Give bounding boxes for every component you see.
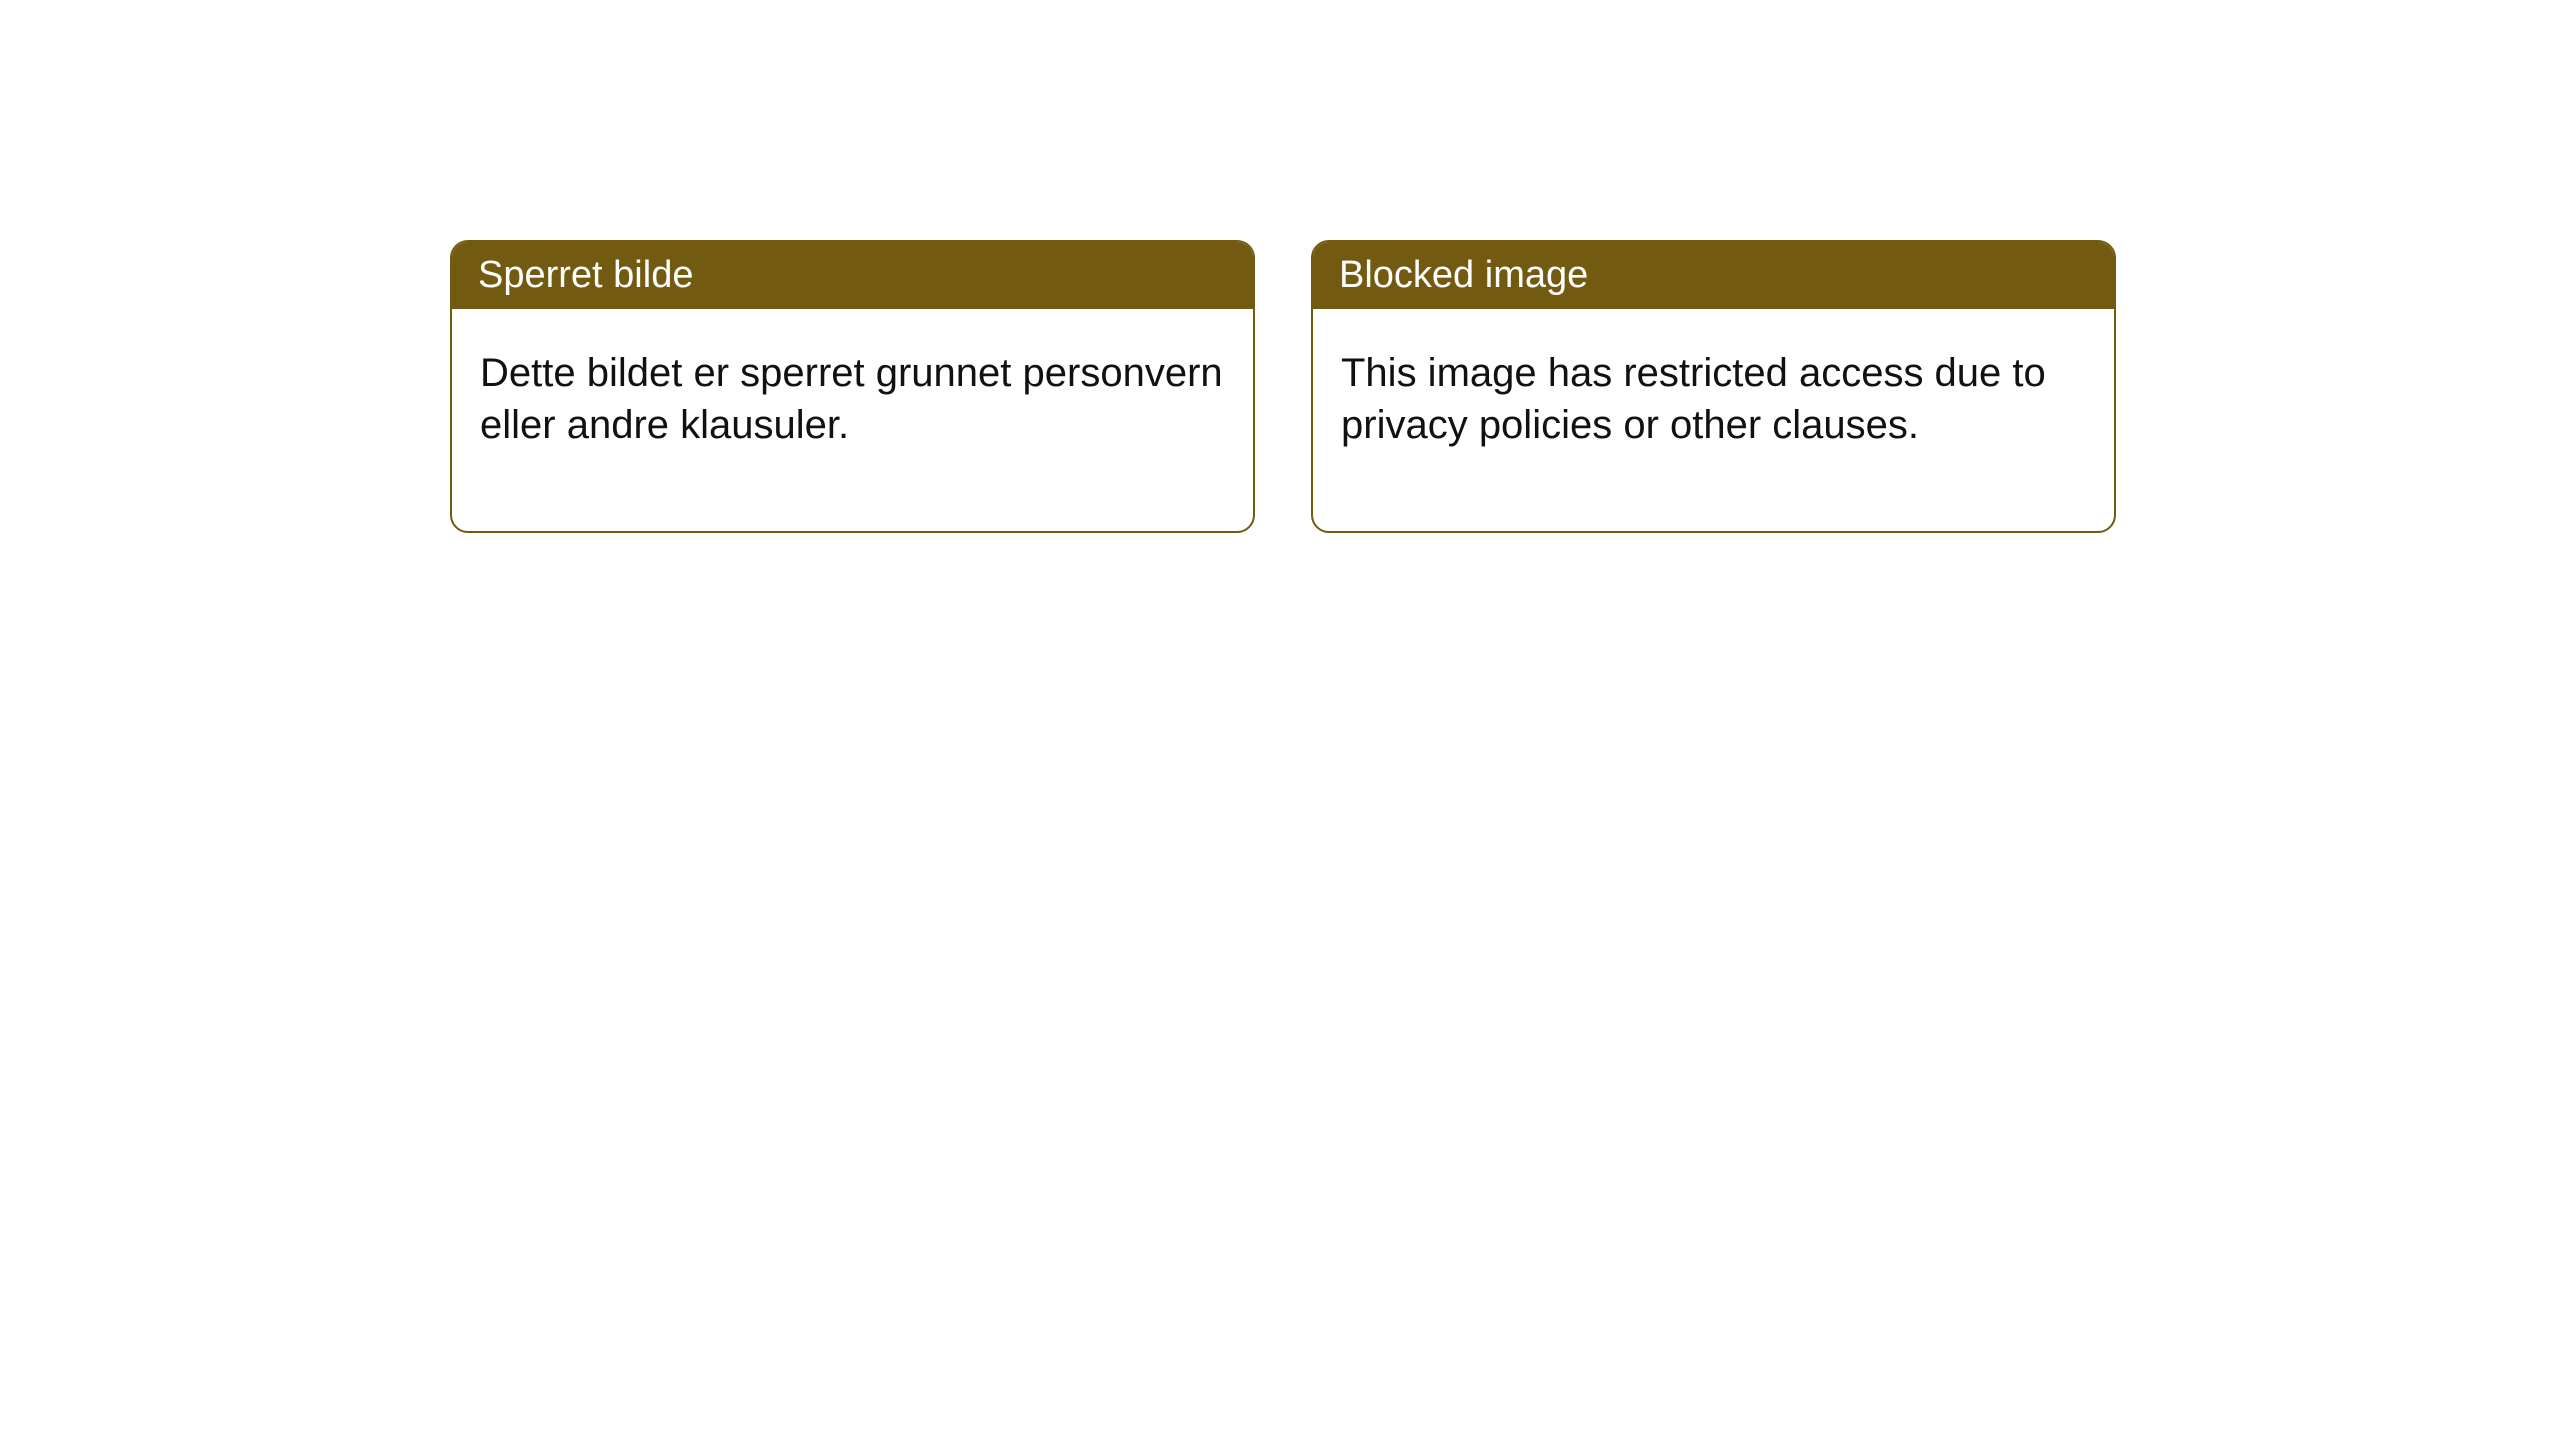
notice-body-en: This image has restricted access due to … (1313, 309, 2114, 531)
notice-container: Sperret bilde Dette bildet er sperret gr… (0, 0, 2560, 533)
notice-card-no: Sperret bilde Dette bildet er sperret gr… (450, 240, 1255, 533)
notice-body-no: Dette bildet er sperret grunnet personve… (452, 309, 1253, 531)
notice-card-en: Blocked image This image has restricted … (1311, 240, 2116, 533)
notice-title-no: Sperret bilde (452, 242, 1253, 309)
notice-title-en: Blocked image (1313, 242, 2114, 309)
